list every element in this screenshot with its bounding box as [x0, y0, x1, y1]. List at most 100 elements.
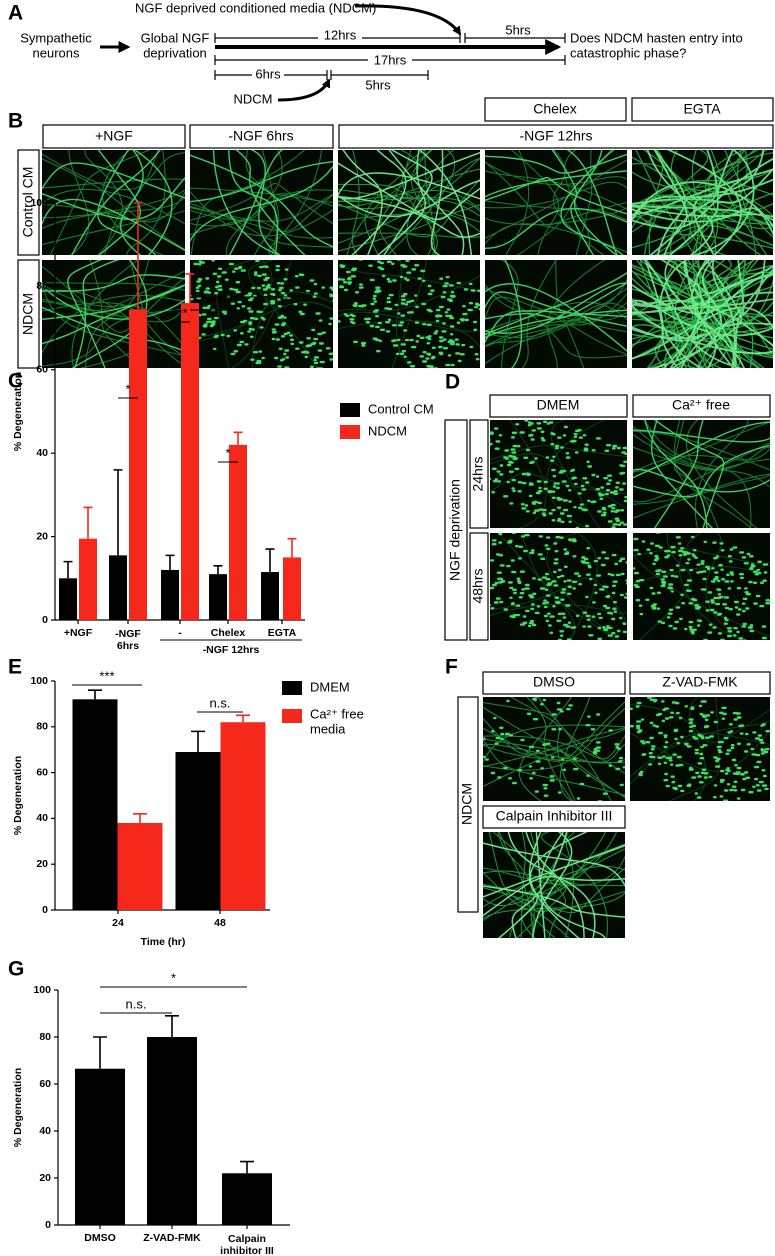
header-box	[189, 124, 334, 149]
fragments	[483, 697, 625, 801]
panel-letter: B	[8, 110, 23, 133]
row-label: Control CM	[20, 167, 36, 238]
panel-f: F DMSO Z-VAD-FMK NDCM Calpain Inhibitor …	[445, 656, 771, 913]
row-box	[17, 259, 40, 369]
bar	[220, 722, 266, 910]
legend-label: NDCM	[368, 423, 407, 438]
y-tick-label: 60	[39, 1078, 51, 1090]
interval-label: 6hrs	[255, 66, 281, 81]
error-bar	[191, 730, 205, 752]
micrograph	[190, 150, 333, 255]
bar	[79, 538, 97, 620]
header-box	[631, 97, 774, 122]
arrow	[277, 78, 331, 102]
panel-letter: F	[445, 656, 458, 679]
error-bar	[88, 689, 102, 700]
interval-label: 5hrs	[365, 77, 391, 92]
header-box	[632, 394, 771, 418]
fibers	[490, 420, 627, 528]
start-label: Sympathetic neurons	[20, 31, 92, 61]
error-bar	[133, 202, 143, 310]
column-header: Ca²⁺ free	[672, 397, 730, 413]
panel-a: A NGF deprived conditioned media (NDCM) …	[8, 0, 743, 106]
panel-d: D DMEM Ca²⁺ free NGF deprivation 24hrs 4…	[444, 371, 771, 641]
bar	[261, 572, 279, 620]
y-tick-label: 80	[36, 280, 48, 292]
fragments	[490, 533, 627, 640]
panel-letter: D	[445, 371, 460, 394]
x-tick-label: +NGF	[64, 627, 93, 639]
group-label: -NGF 12hrs	[203, 644, 260, 656]
x-tick-label: DMSO	[84, 1232, 116, 1244]
micrograph	[42, 150, 185, 255]
bar	[72, 699, 118, 910]
fragments	[490, 420, 627, 528]
row-label: 48hrs	[470, 568, 486, 603]
fibers	[485, 260, 627, 368]
fibers	[338, 150, 480, 255]
fibers	[485, 150, 627, 255]
x-tick-label: 24	[112, 917, 124, 929]
error-bar	[83, 506, 93, 539]
error-bar	[185, 273, 195, 304]
header-box	[482, 805, 626, 829]
header-box	[489, 394, 628, 418]
micrograph	[485, 260, 627, 368]
row-label: 24hrs	[470, 456, 486, 491]
y-tick-label: 20	[36, 530, 48, 542]
micrograph	[338, 260, 480, 368]
row-label: NDCM	[20, 293, 36, 335]
fibers	[632, 260, 773, 368]
significance-label: ***	[233, 280, 248, 295]
bar	[117, 822, 163, 910]
y-tick-label: 80	[36, 721, 48, 733]
panel-letter: C	[8, 370, 23, 393]
y-axis-title: % Degeneration	[12, 372, 24, 451]
y-tick-label: 0	[45, 1219, 51, 1231]
fibers	[190, 150, 333, 255]
y-axis-title: % Degeneration	[12, 1068, 24, 1147]
error-bar	[240, 1160, 254, 1174]
deprivation-label: Global NGF deprivation	[141, 31, 210, 61]
fibers	[483, 832, 625, 938]
y-axis-title: % Degeneration	[12, 756, 24, 835]
micrograph	[633, 420, 770, 528]
interval-label: 17hrs	[374, 52, 407, 67]
significance-label: *	[225, 445, 230, 460]
significance-label: n.s.	[210, 695, 231, 710]
micrograph	[338, 150, 480, 255]
header-box	[42, 124, 186, 149]
bar	[59, 578, 77, 620]
header-box	[629, 671, 771, 695]
legend-label: DMEM	[310, 679, 350, 694]
bar	[109, 555, 127, 620]
x-tick-label: -NGF 6hrs	[115, 628, 141, 652]
x-axis-title: Time (hr)	[141, 936, 186, 948]
column-header: Calpain Inhibitor III	[496, 808, 613, 824]
row-box	[469, 419, 489, 529]
condition-label: NGF deprivation	[447, 479, 463, 581]
column-header: -NGF 12hrs	[519, 128, 592, 144]
micrograph	[632, 260, 773, 368]
significance-label: n.s.	[126, 996, 147, 1011]
error-bar	[165, 554, 175, 570]
label-bg	[318, 30, 362, 42]
x-tick-label: Calpain inhibitor III	[220, 1233, 274, 1256]
bar	[283, 557, 301, 620]
bar	[129, 309, 147, 620]
y-tick-label: 40	[36, 447, 48, 459]
question: Does NDCM hasten entry into catastrophic …	[570, 31, 743, 61]
column-header: EGTA	[683, 101, 721, 117]
x-tick-label: -	[178, 627, 182, 639]
panel-letter: G	[8, 958, 24, 981]
arrow	[354, 4, 462, 36]
fibers	[338, 260, 480, 368]
micrograph	[490, 533, 627, 640]
y-tick-label: 40	[39, 1125, 51, 1137]
panel-b: B Chelex EGTA +NGF -NGF 6hrs -NGF 12hrs …	[8, 97, 774, 369]
error-bar	[133, 813, 147, 823]
fibers	[483, 832, 625, 938]
legend-swatch	[340, 425, 360, 439]
column-header: -NGF 6hrs	[228, 128, 293, 144]
